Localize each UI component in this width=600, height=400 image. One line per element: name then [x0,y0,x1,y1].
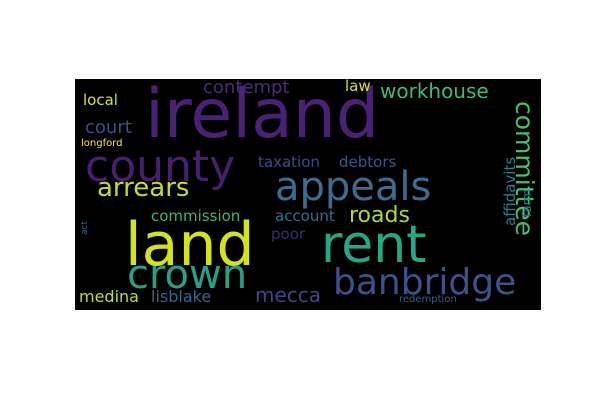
word-law: law [345,79,371,95]
word-court: court [85,117,132,138]
word-affidavits: affidavits [501,156,519,226]
word-medina: medina [79,287,139,306]
word-land: land [125,210,255,280]
word-debtors: debtors [339,153,397,171]
word-taxation: taxation [258,153,320,171]
word-local: local [83,91,118,109]
word-appeals: appeals [275,164,432,210]
word-roads: roads [349,203,410,228]
word-ireland: ireland [145,79,380,154]
word-lisblake: lisblake [151,287,212,306]
word-cloud: ireland county land rent appeals crown b… [75,79,541,310]
word-poor: poor [271,225,306,243]
word-banbridge: banbridge [333,262,517,303]
word-longford: longford [81,138,123,149]
word-redemption: redemption [399,294,457,305]
word-rent: rent [321,215,427,275]
word-county: county [85,141,236,192]
word-account: account [275,207,335,225]
word-crown: crown [127,252,248,298]
word-contempt: contempt [203,79,290,98]
word-mecca: mecca [255,283,322,307]
word-commission: commission [151,207,241,225]
word-act: act [80,221,90,235]
word-arrears: arrears [97,173,190,203]
word-farm: farm [520,189,534,217]
word-workhouse: workhouse [380,79,489,103]
